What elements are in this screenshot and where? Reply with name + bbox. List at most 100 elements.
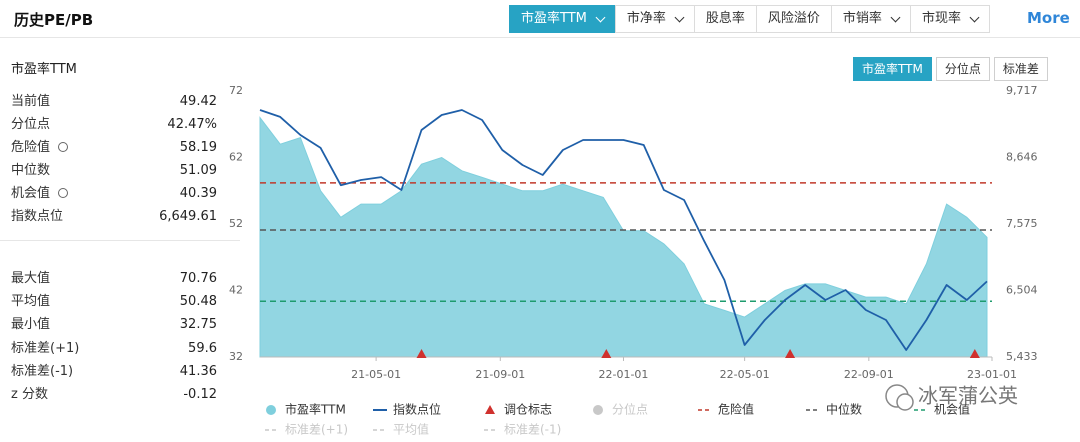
stat-label: 平均值: [11, 294, 51, 309]
tab[interactable]: 市销率: [830, 5, 911, 33]
stat-row: 中位数 51.09: [11, 161, 217, 181]
tab-label: 市盈率TTM: [521, 11, 587, 26]
rebalance-marker: [601, 349, 612, 358]
tab-label: 市销率: [842, 11, 882, 26]
stat-label: 标准差(-1): [11, 364, 74, 379]
stat-row: z 分数 -0.12: [11, 385, 217, 405]
stat-row: 当前值 49.42: [11, 92, 217, 112]
dropdown-chevron: [890, 12, 901, 22]
stat-label: 指数点位: [11, 209, 64, 224]
tab[interactable]: 市盈率TTM: [509, 5, 616, 33]
stat-value: 50.48: [179, 294, 217, 309]
stat-label: 中位数: [11, 163, 51, 178]
tab[interactable]: 风险溢价: [755, 5, 832, 33]
y-tick-label: 62: [229, 151, 243, 164]
stat-value: 42.47%: [167, 117, 217, 132]
mode-button[interactable]: 市盈率TTM: [853, 57, 932, 81]
y2-tick-label: 6,504: [1006, 284, 1038, 297]
stat-label: 危险值: [11, 138, 69, 158]
x-tick-label: 22-01-01: [599, 368, 649, 381]
mode-button[interactable]: 分位点: [935, 57, 990, 81]
stat-row: 危险值 58.19: [11, 138, 217, 158]
stat-row: 标准差(-1) 41.36: [11, 362, 217, 382]
y2-tick-label: 5,433: [1006, 350, 1038, 363]
watermark-icon: [896, 393, 914, 411]
index-line: [259, 109, 988, 351]
dropdown-chevron: [674, 12, 685, 22]
mode-button[interactable]: 标准差: [993, 57, 1048, 81]
rebalance-marker: [416, 349, 427, 358]
info-icon: [58, 188, 69, 198]
tab-label: 市净率: [626, 11, 666, 26]
x-tick-label: 21-09-01: [475, 368, 525, 381]
stat-row: 平均值 50.48: [11, 292, 217, 312]
y2-tick-label: 8,646: [1006, 151, 1038, 164]
rebalance-marker: [969, 349, 980, 358]
legend-label: 危险值: [718, 402, 754, 417]
legend-label: 调仓标志: [504, 403, 552, 417]
stat-row: 机会值 40.39: [11, 184, 217, 204]
y-tick-label: 52: [229, 217, 243, 230]
divider: [0, 240, 240, 241]
stat-row: 最大值 70.76: [11, 269, 217, 289]
x-tick-label: 22-05-01: [720, 368, 770, 381]
legend-symbol: [593, 405, 603, 415]
stat-label: 标准差(+1): [11, 341, 80, 356]
stat-value: 70.76: [179, 271, 217, 286]
tab-label: 风险溢价: [767, 11, 820, 26]
stat-label: 当前值: [11, 94, 51, 109]
dropdown-chevron: [595, 12, 606, 22]
legend-label: 市盈率TTM: [285, 402, 346, 417]
stat-value: 41.36: [179, 364, 217, 379]
y-tick-label: 32: [229, 350, 243, 363]
y2-tick-label: 9,717: [1006, 84, 1038, 97]
legend-label: 标准差(+1): [285, 423, 348, 437]
x-tick-label: 21-05-01: [351, 368, 401, 381]
page-title: 历史PE/PB: [14, 11, 94, 29]
stat-row: 标准差(+1) 59.6: [11, 339, 217, 359]
stat-value: 51.09: [179, 163, 217, 178]
stat-label: 最小值: [11, 317, 51, 332]
stat-label: z 分数: [11, 387, 48, 402]
stat-value: 32.75: [179, 317, 217, 332]
stat-value: 58.19: [179, 140, 217, 155]
legend-label: 指数点位: [393, 402, 441, 417]
tab-bar: 市盈率TTM 市净率 股息率 风险溢价 市销率 市现率: [509, 5, 990, 33]
legend-label: 标准差(-1): [504, 423, 561, 437]
stat-label: 分位点: [11, 117, 51, 132]
legend-label: 平均值: [393, 422, 429, 437]
top-bar: 历史PE/PB 市盈率TTM 市净率 股息率 风险溢价 市销率 市现率 More: [0, 0, 1080, 38]
stat-label: 最大值: [11, 271, 51, 286]
y-tick-label: 42: [229, 284, 243, 297]
tab[interactable]: 市现率: [909, 5, 990, 33]
watermark-text: 冰军蒲公英: [918, 384, 1018, 408]
stat-value: 40.39: [179, 186, 217, 201]
tab-label: 市现率: [921, 11, 961, 26]
stat-value: -0.12: [183, 387, 217, 402]
tab[interactable]: 股息率: [693, 5, 757, 33]
stat-row: 指数点位 6,649.61: [11, 207, 217, 227]
watermark: 冰军蒲公英: [885, 384, 1018, 411]
dropdown-chevron: [969, 12, 980, 22]
stat-row: 最小值 32.75: [11, 315, 217, 335]
tab[interactable]: 市净率: [614, 5, 695, 33]
x-tick-label: 22-09-01: [844, 368, 894, 381]
legend-symbol: [485, 405, 495, 414]
stat-label: 机会值: [11, 184, 69, 204]
legend-label: 分位点: [612, 402, 648, 417]
legend-label: 中位数: [826, 402, 862, 417]
stat-row: 分位点 42.47%: [11, 115, 217, 135]
y-tick-label: 72: [229, 84, 243, 97]
y2-tick-label: 7,575: [1006, 217, 1038, 230]
legend-label: 机会值: [934, 402, 970, 417]
more-link[interactable]: More: [1027, 9, 1070, 27]
x-tick-label: 23-01-01: [967, 368, 1017, 381]
mode-switch: 市盈率TTM 分位点 标准差: [853, 57, 1048, 81]
pe-area: [259, 116, 988, 358]
panel-title: 市盈率TTM: [11, 62, 77, 77]
legend-symbol: [266, 405, 276, 415]
stat-value: 49.42: [179, 94, 217, 109]
